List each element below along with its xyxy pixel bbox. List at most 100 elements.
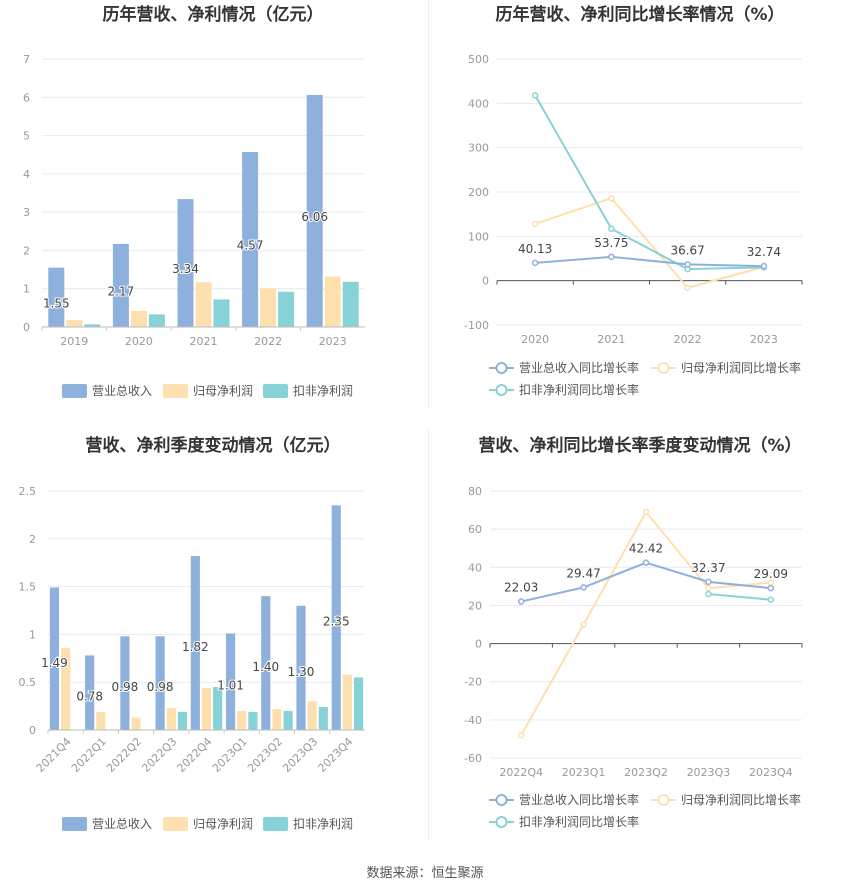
x-tick-label: 2021: [597, 333, 625, 346]
bar-net-profit: [195, 282, 212, 327]
legend-label: 营业总收入同比增长率: [519, 360, 639, 375]
data-label: 6.06: [301, 210, 328, 224]
y-tick-label: 6: [23, 91, 30, 104]
y-tick-label: 3: [23, 206, 30, 219]
bar-revenue: [155, 636, 165, 730]
bar-revenue: [225, 633, 236, 730]
bar-revenue: [242, 152, 259, 327]
legend-swatch: [163, 817, 188, 831]
data-point: [531, 259, 539, 267]
y-tick-label: 2: [29, 533, 36, 546]
bar-net-profit: [342, 674, 352, 730]
x-tick-label: 2023Q4: [315, 735, 355, 775]
data-point: [705, 578, 712, 586]
data-point: [642, 508, 650, 516]
bar-deducted-profit: [278, 291, 295, 327]
data-source-note: 数据来源：恒生聚源: [366, 866, 484, 881]
bar-net-profit: [201, 687, 212, 730]
x-tick-label: 2021: [190, 335, 218, 348]
data-label: 29.09: [754, 567, 788, 581]
bar-revenue: [48, 267, 65, 327]
data-label: 2.17: [108, 284, 135, 298]
bar-deducted-profit: [177, 711, 188, 730]
data-label: 36.67: [670, 243, 704, 257]
bar-deducted-profit: [213, 299, 230, 327]
legend-label: 扣非净利润: [293, 817, 353, 831]
data-point: [760, 262, 768, 270]
data-label: 40.13: [518, 242, 552, 256]
bar-revenue: [190, 556, 200, 730]
y-tick-label: 2.5: [19, 485, 37, 498]
bar-net-profit: [66, 320, 83, 327]
legend-label: 扣非净利润同比增长率: [519, 814, 639, 829]
x-tick-label: 2022Q2: [104, 735, 144, 775]
x-tick-label: 2023Q1: [562, 766, 606, 779]
y-tick-label: 60: [468, 523, 482, 536]
data-point: [705, 590, 712, 598]
data-label: 1.40: [252, 660, 279, 674]
chart-title: 营收、净利同比增长率季度变动情况（%）: [478, 435, 801, 456]
bar-deducted-profit: [283, 710, 293, 730]
x-tick-label: 2022: [674, 333, 702, 346]
legend-marker: [495, 384, 508, 396]
bar-net-profit: [307, 701, 317, 730]
bar-revenue: [331, 505, 341, 730]
x-tick-label: 2023Q2: [624, 766, 668, 779]
x-tick-label: 2022: [254, 335, 282, 348]
data-point: [608, 194, 615, 202]
x-tick-label: 2022Q4: [175, 735, 215, 775]
bar-deducted-profit: [342, 281, 359, 327]
x-tick-label: 2022Q4: [499, 766, 543, 779]
bar-revenue: [49, 587, 60, 730]
bar-net-profit: [260, 288, 277, 327]
x-tick-label: 2023Q2: [245, 735, 285, 775]
data-label: 4.57: [237, 239, 264, 253]
x-tick-label: 2023Q3: [280, 735, 320, 775]
data-label: 29.47: [566, 566, 600, 580]
bar-net-profit: [131, 717, 141, 730]
y-tick-label: -40: [464, 714, 482, 727]
bar-revenue: [296, 605, 306, 730]
chart-3: 营收、净利同比增长率季度变动情况（%） -60 -40 -20 0 20 40 60 80 202…: [464, 435, 803, 829]
y-tick-label: 400: [468, 97, 489, 110]
data-label: 42.42: [629, 542, 663, 556]
data-label: 53.75: [594, 236, 628, 250]
bar-revenue: [261, 596, 271, 730]
series-line-deducted-profit-growth: [708, 592, 771, 601]
x-tick-label: 2021Q4: [34, 735, 74, 775]
bar-revenue: [120, 636, 130, 730]
bar-net-profit: [166, 708, 176, 730]
bar-revenue: [177, 199, 194, 327]
y-tick-label: 0: [475, 638, 482, 651]
data-point: [517, 598, 525, 605]
data-point: [767, 596, 775, 603]
data-label: 1.30: [288, 665, 315, 679]
y-tick-label: 0.5: [19, 676, 37, 689]
data-label: 0.78: [76, 690, 103, 704]
chart-0: 历年营收、净利情况（亿元） 0 1 2 3 4 5 6 7 2019 1.55 2020 2.17 202…: [23, 4, 365, 398]
series-line-deducted-profit-growth: [534, 94, 764, 271]
legend-label: 营业总收入同比增长率: [519, 792, 639, 807]
chart-title: 历年营收、净利同比增长率情况（%）: [495, 4, 784, 25]
y-tick-label: 200: [468, 186, 489, 199]
y-tick-label: 40: [468, 561, 482, 574]
bar-deducted-profit: [353, 677, 364, 730]
y-tick-label: 500: [468, 53, 489, 66]
chart-title: 营收、净利季度变动情况（亿元）: [86, 435, 341, 456]
bar-deducted-profit: [248, 711, 258, 730]
bar-net-profit: [324, 276, 341, 327]
y-tick-label: 1: [29, 628, 36, 641]
data-point: [608, 253, 615, 261]
legend-swatch: [263, 817, 288, 831]
y-tick-label: 7: [23, 53, 30, 66]
y-tick-label: 100: [468, 230, 489, 243]
bar-revenue: [112, 243, 129, 327]
legend-swatch: [62, 384, 87, 398]
legend-marker: [657, 362, 670, 374]
y-tick-label: 2: [23, 244, 30, 257]
x-tick-label: 2023Q3: [687, 766, 731, 779]
data-label: 1.01: [217, 679, 244, 693]
y-tick-label: -100: [464, 319, 489, 332]
legend-label: 归母净利润: [193, 817, 253, 831]
data-point: [684, 284, 691, 292]
